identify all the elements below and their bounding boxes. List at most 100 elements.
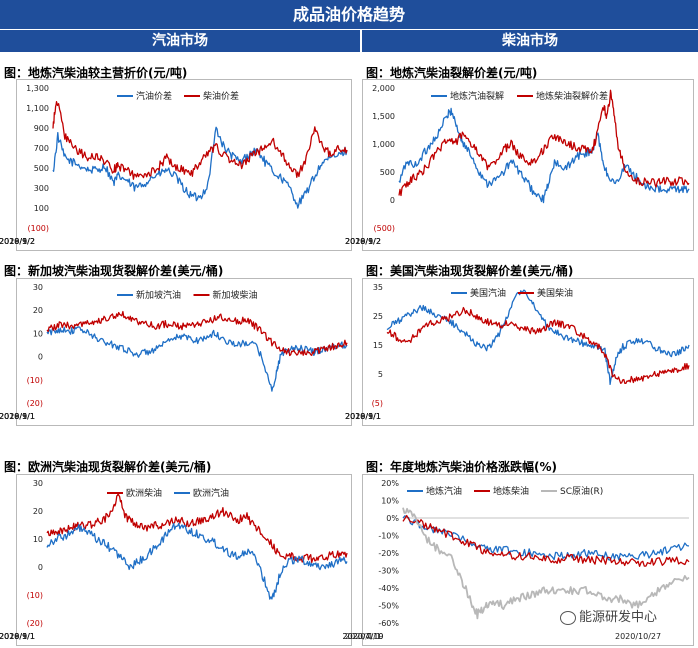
y-tick-label: 0 [390,196,395,205]
series-line [402,507,690,620]
section-gasoline-market: 汽油市场 [0,30,360,52]
y-tick-label: 20 [33,507,43,516]
chart-singapore-crack: (20) (10) 0 10 20 30 2018/1/12018/9/12019/5/12… [0,283,348,421]
watermark: 能源研发中心 [560,606,657,625]
chart-europe-crack: (20) (10) 0 10 20 30 2018/1/12018/9/12019/5/12… [0,479,348,641]
legend-label: 欧洲汽油 [193,487,229,499]
chart-local-crack: (500) 0 500 1,000 1,500 2,000 2018/1/22018/9/2… [345,84,690,246]
x-tick-label: 2020/1/1 [0,632,35,641]
y-tick-label: (10) [27,591,43,600]
y-tick-label: 1,000 [372,140,395,149]
x-tick-label: 2020/1/1 [345,412,381,421]
legend-label: 地炼汽油 [426,485,462,497]
series-line [46,522,348,600]
x-tick-label: 2018/1/1 [0,632,35,641]
x-tick-label: 2020/9/2 [345,237,381,246]
watermark-text: 能源研发中心 [579,610,658,625]
y-tick-label: 0 [38,353,43,362]
x-tick-label: 2018/9/1 [0,632,35,641]
x-tick-label: 2019/5/2 [0,237,35,246]
y-tick-label: 30 [33,283,43,292]
x-tick-label: 2020/10/27 [615,632,661,641]
legend-label: 地炼柴油 [493,485,529,497]
x-tick-label: 2020/1/2 [0,237,35,246]
x-tick-label: 2020/9/1 [0,632,35,641]
legend-label: 地炼柴油裂解价差 [536,90,608,102]
y-tick-label: 2,000 [372,84,395,93]
y-tick-label: 1,100 [26,104,49,113]
y-tick-label: (20) [27,399,43,408]
x-tick-label: 2018/9/2 [345,237,381,246]
legend-label: 柴油价差 [203,90,239,102]
x-tick-label: 2018/1/1 [0,412,35,421]
y-tick-label: -60% [378,619,399,628]
series-line [398,89,690,197]
series-line [46,326,348,392]
y-tick-label: (100) [27,224,49,233]
legend-label: 新加坡柴油 [213,289,258,301]
x-tick-label: 2020/7/19 [342,632,383,641]
chart-title-local-discount: 图：地炼汽柴油较主营折价(元/吨) [4,66,188,80]
chart-panel-europe-crack: (20) (10) 0 10 20 30 2018/1/1 2018/9/1 2019/5/1 2… [0,474,352,646]
x-tick-label: 2018/9/1 [0,412,35,421]
y-tick-label: -30% [378,567,399,576]
y-tick-label: (500) [373,224,395,233]
x-tick-label: 2018/9/1 [345,412,381,421]
legend-label: 欧洲柴油 [126,487,162,499]
legend-label: SC原油(R) [560,485,603,497]
chart-panel-singapore-crack: (20) (10) 0 10 20 30 2018/1/1 2018/9/1 2019/5/1 2… [0,278,352,426]
y-tick-label: 1,500 [372,112,395,121]
series-line [46,310,348,357]
y-tick-label: 300 [34,184,49,193]
series-line [398,107,690,204]
y-tick-label: 1,300 [26,84,49,93]
chart-panel-local-discount: (100) 100 300 500 700 900 1,100 1,300 2018/1/2 20… [0,79,352,251]
x-tick-label: 2020/9/2 [0,237,35,246]
y-tick-label: -50% [378,602,399,611]
y-tick-label: (10) [27,376,43,385]
y-tick-label: 30 [33,479,43,488]
series-line [52,101,348,180]
y-tick-label: 15 [373,341,383,350]
chart-title-europe-crack: 图：欧洲汽柴油现货裂解价差(美元/桶) [4,460,212,474]
chart-title-singapore-crack: 图：新加坡汽柴油现货裂解价差(美元/桶) [4,264,224,278]
x-tick-label: 2020/9/1 [0,412,35,421]
chart-local-discount: (100) 100 300 500 700 900 1,100 1,300 2018/1/220… [0,84,348,246]
x-tick-label: 2018/1/2 [345,237,381,246]
x-tick-label: 2020/1/2 [345,237,381,246]
legend-label: 新加坡汽油 [136,289,181,301]
y-tick-label: 900 [34,124,49,133]
chart-panel-annual-change: -60% -50% -40% -30% -20% -10% 0% 10% 20% 2020/1/1… [342,474,694,646]
chart-annual-change: -60% -50% -40% -30% -20% -10% 0% 10% 20% 2020/1/1… [342,479,690,641]
y-tick-label: 500 [34,164,49,173]
wechat-icon [560,610,576,625]
chart-us-crack: (5) 5 15 25 35 2018/1/12018/9/12019/5/12020/1… [345,283,690,421]
main-title: 成品油价格趋势 [0,0,698,29]
y-tick-label: 10 [33,329,43,338]
y-tick-label: -20% [378,549,399,558]
x-tick-label: 2018/9/2 [0,237,35,246]
y-tick-label: 20% [381,479,399,488]
y-tick-label: (20) [27,619,43,628]
legend-label: 汽油价差 [136,90,172,102]
series-line [46,492,348,564]
chart-panel-local-crack: (500) 0 500 1,000 1,500 2,000 2018/1/2 2018/9/2… [345,79,694,251]
y-tick-label: 5 [378,370,383,379]
x-tick-label: 2019/5/1 [0,412,35,421]
y-tick-label: 10 [33,535,43,544]
section-diesel-market: 柴油市场 [362,30,698,52]
y-tick-label: 100 [34,204,49,213]
x-tick-label: 2020/1/1 [0,412,35,421]
y-tick-label: -10% [378,532,399,541]
y-tick-label: 10% [381,497,399,506]
series-line [402,514,690,567]
y-tick-label: 20 [33,306,43,315]
x-tick-label: 2020/9/1 [345,412,381,421]
x-tick-label: 2018/1/2 [0,237,35,246]
y-tick-label: 0% [386,514,399,523]
series-line [386,289,690,386]
y-tick-label: 25 [373,312,383,321]
legend-label: 美国汽油 [470,287,506,299]
series-line [386,306,690,385]
